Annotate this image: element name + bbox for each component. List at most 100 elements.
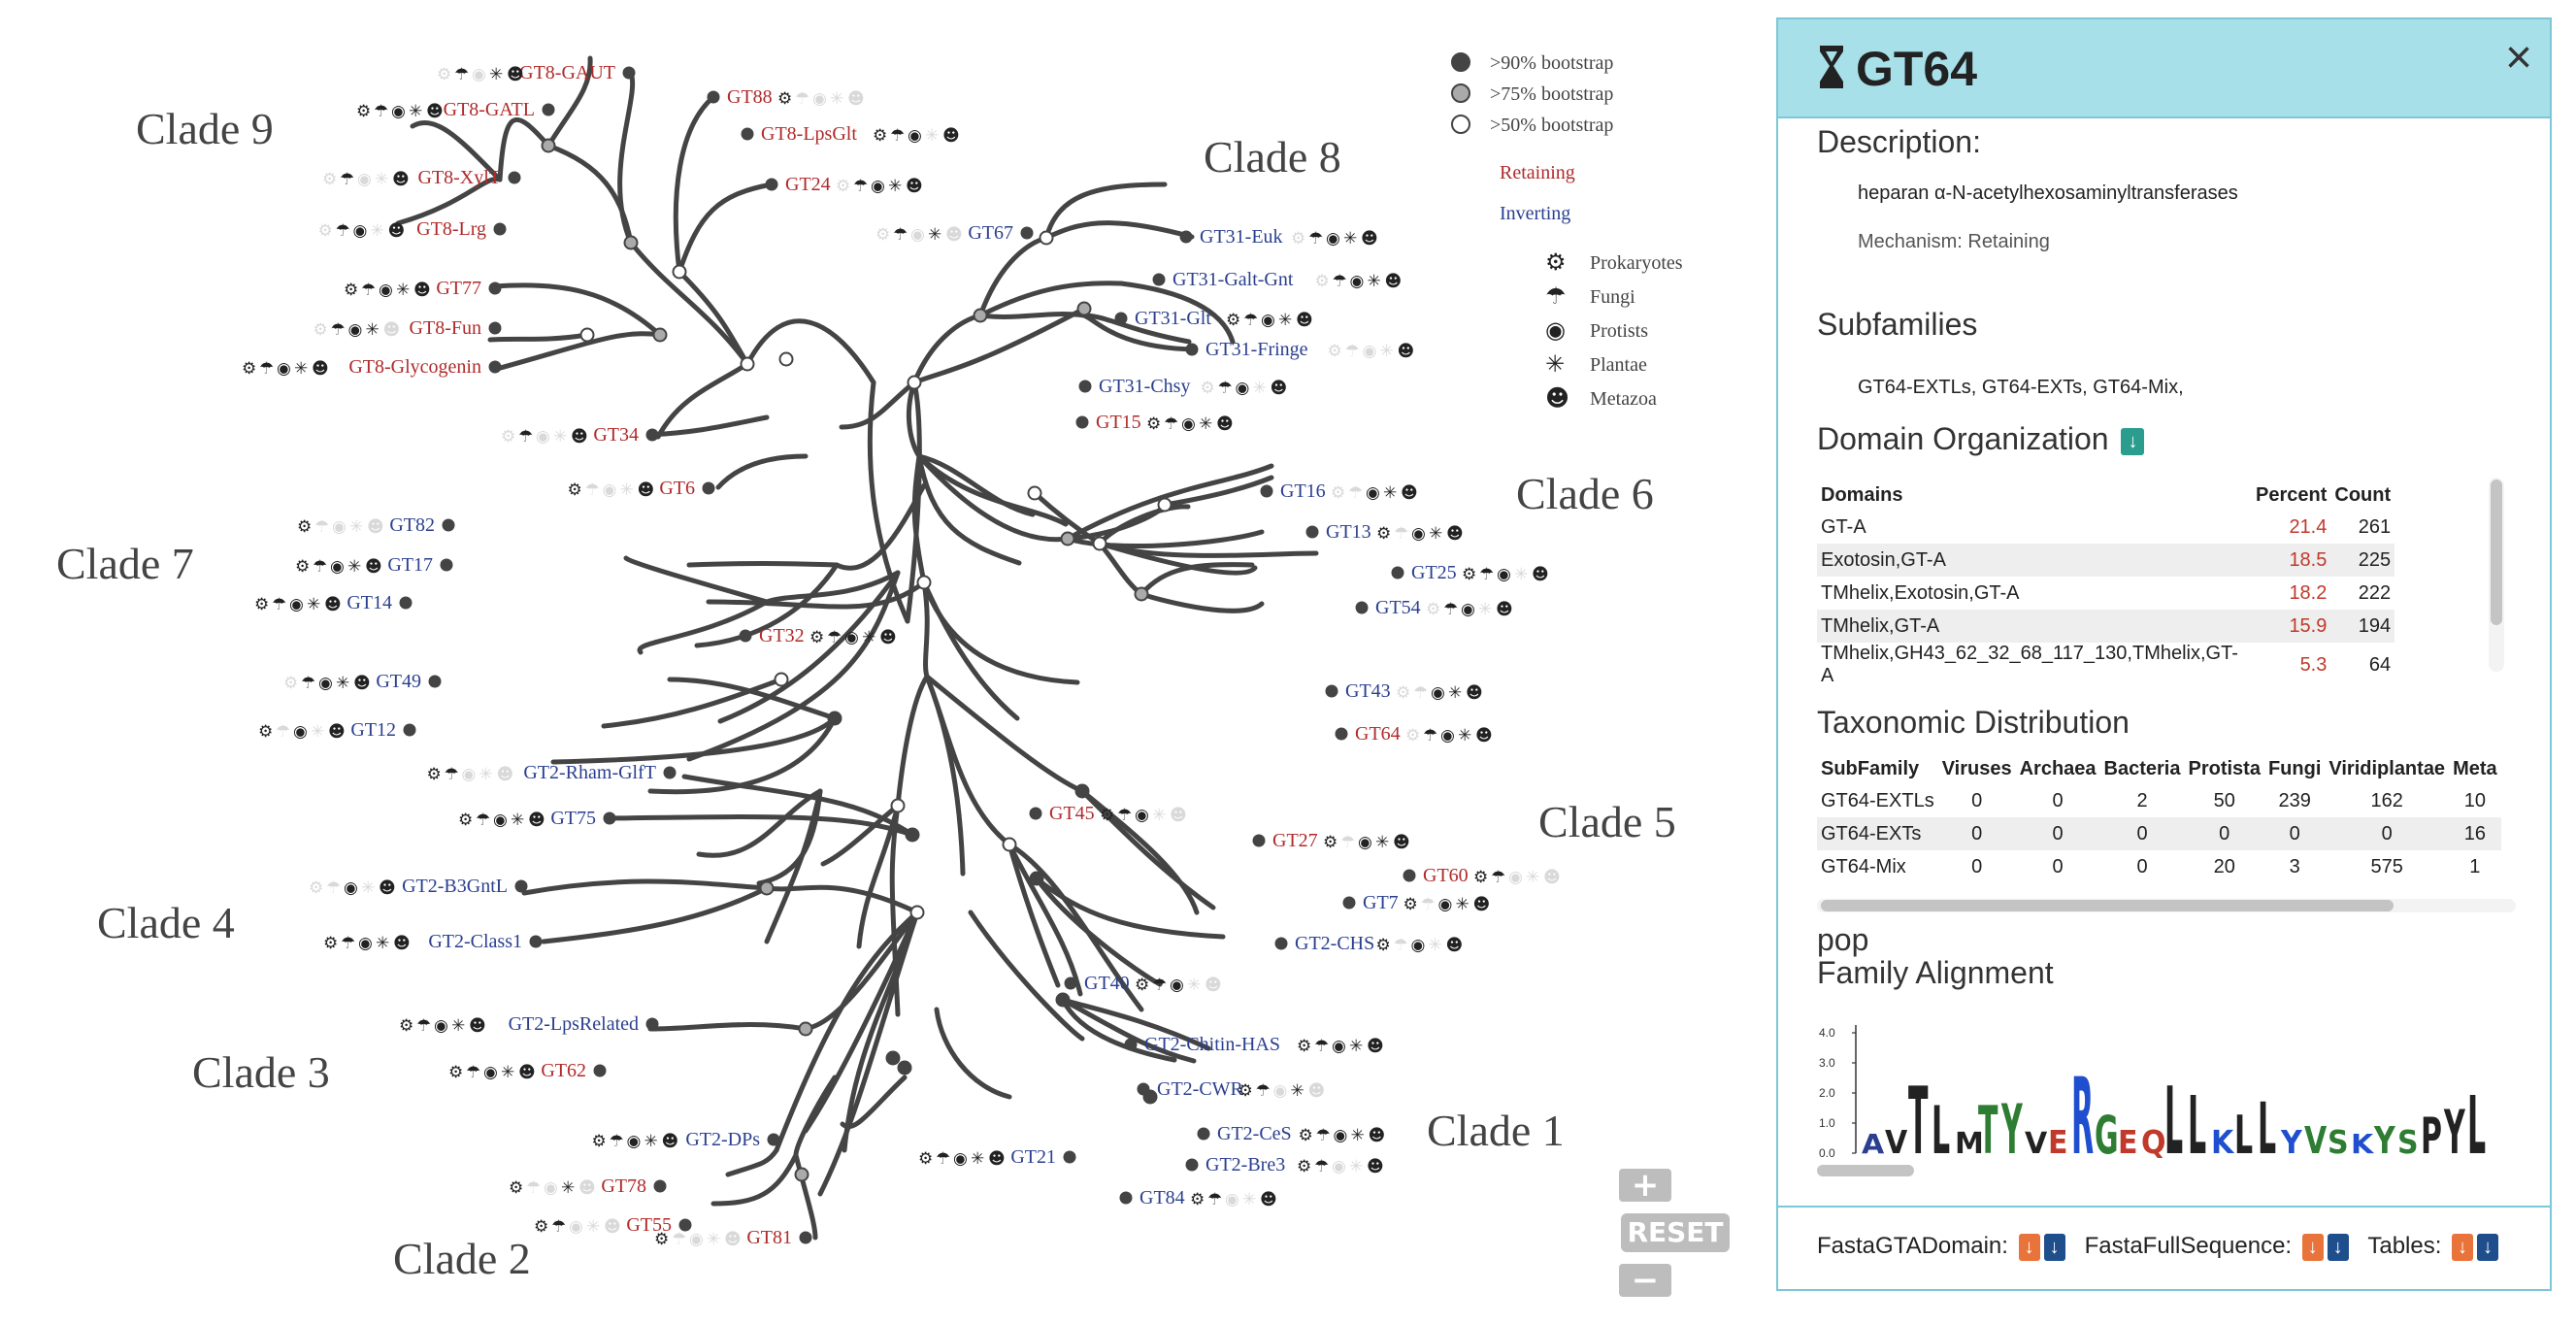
tree-leaf[interactable]: GT81 ⚙ ☂ ◉ ✳ ☻ [654,1227,812,1249]
leaf-node[interactable] [622,66,636,80]
close-icon[interactable]: × [2504,32,2532,83]
tree-leaf[interactable]: GT43 ⚙ ☂ ◉ ✳ ☻ [1325,680,1483,703]
leaf-node[interactable] [741,127,754,141]
tree-leaf[interactable]: GT64 ⚙ ☂ ◉ ✳ ☻ [1335,723,1493,745]
tree-leaf[interactable]: GT17 ⚙ ☂ ◉ ✳ ☻ [295,554,453,577]
tree-leaf[interactable]: GT2-CHS ⚙ ☂ ◉ ✳ ☻ [1274,933,1464,955]
leaf-label[interactable]: GT31-Chsy [1099,376,1190,397]
tree-leaf[interactable]: GT25 ⚙ ☂ ◉ ✳ ☻ [1391,562,1549,584]
leaf-label[interactable]: GT54 [1375,597,1421,618]
tree-leaf[interactable]: GT14 ⚙ ☂ ◉ ✳ ☻ [254,592,413,614]
leaf-node[interactable] [799,1231,812,1244]
leaf-label[interactable]: GT2-Chitin-HAS [1144,1034,1280,1055]
tree-leaf[interactable]: GT54 ⚙ ☂ ◉ ✳ ☻ [1355,597,1513,619]
download-icon[interactable]: ↓ [2452,1233,2474,1261]
tree-leaves[interactable]: GT8-GAUT⚙ ☂ ◉ ✳ ☻GT88 ⚙ ☂ ◉ ✳ ☻GT8-GATL⚙ ☂ ◉ ✳ ☻GT8-L… [242,62,1561,1249]
taxonomic-scrollbar[interactable] [1817,899,2516,912]
leaf-label[interactable]: GT2-Rham-GlfT [523,762,656,783]
tree-leaf[interactable]: GT21 ⚙ ☂ ◉ ✳ ☻ [918,1146,1076,1169]
download-icon[interactable]: ↓ [2121,427,2145,455]
tree-leaf[interactable]: GT88 ⚙ ☂ ◉ ✳ ☻ [707,86,865,109]
leaf-node[interactable] [663,766,677,779]
leaf-label[interactable]: GT14 [347,592,392,613]
leaf-label[interactable]: GT2-CeS [1217,1123,1292,1144]
leaf-label[interactable]: GT40 [1084,973,1130,994]
leaf-node[interactable] [1325,684,1338,698]
leaf-node[interactable] [593,1064,607,1077]
download-icon[interactable]: ↓ [2301,1233,2324,1261]
leaf-node[interactable] [1119,1191,1133,1205]
download-icon[interactable]: ↓ [2018,1233,2040,1261]
leaf-label[interactable]: GT15 [1096,412,1141,433]
tree-leaf[interactable]: GT67 ⚙ ☂ ◉ ✳ ☻ [875,222,1034,245]
leaf-node[interactable] [542,103,555,116]
leaf-node[interactable] [1137,1082,1150,1096]
leaf-label[interactable]: GT8-Fun [410,317,481,339]
leaf-node[interactable] [488,321,502,335]
tree-leaf[interactable]: GT49 ⚙ ☂ ◉ ✳ ☻ [283,671,442,693]
leaf-node[interactable] [488,360,502,374]
leaf-node[interactable] [1403,869,1416,882]
leaf-label[interactable]: GT13 [1326,521,1371,543]
leaf-node[interactable] [1185,343,1199,356]
download-icon[interactable]: ↓ [2043,1233,2065,1261]
tree-leaf[interactable]: GT8-LpsGlt ⚙ ☂ ◉ ✳ ☻ [741,123,960,146]
leaf-label[interactable]: GT27 [1272,830,1318,851]
leaf-label[interactable]: GT88 [727,86,773,108]
zoom-in-button[interactable]: + [1619,1169,1671,1202]
leaf-node[interactable] [488,281,502,295]
tree-leaf[interactable]: GT55 ⚙ ☂ ◉ ✳ ☻ [534,1214,692,1237]
download-icon[interactable]: ↓ [2477,1233,2499,1261]
tree-leaf[interactable]: GT2-DPs ⚙ ☂ ◉ ✳ ☻ [592,1129,780,1151]
tree-leaf[interactable]: GT78 ⚙ ☂ ◉ ✳ ☻ [509,1175,667,1198]
reset-button[interactable]: RESET [1621,1213,1730,1252]
leaf-node[interactable] [653,1179,667,1193]
leaf-node[interactable] [767,1133,780,1146]
leaf-node[interactable] [1274,937,1288,950]
tree-leaf[interactable]: GT2-Rham-GlfT ⚙ ☂ ◉ ✳ ☻ [427,762,677,784]
leaf-node[interactable] [1075,415,1089,429]
leaf-label[interactable]: GT8-Glycogenin [348,356,481,378]
tree-leaf[interactable]: GT40 ⚙ ☂ ◉ ✳ ☻ [1064,973,1222,995]
tree-leaf[interactable]: GT31-Glt ⚙ ☂ ◉ ✳ ☻ [1114,308,1313,330]
leaf-label[interactable]: GT21 [1010,1146,1056,1168]
leaf-node[interactable] [399,596,413,610]
tree-leaf[interactable]: GT7 ⚙ ☂ ◉ ✳ ☻ [1342,892,1491,914]
leaf-node[interactable] [1305,525,1319,539]
leaf-label[interactable]: GT60 [1423,865,1469,886]
tree-leaf[interactable]: GT82 ⚙ ☂ ◉ ✳ ☻ [297,514,455,537]
leaf-node[interactable] [1391,566,1404,579]
tree-leaf[interactable]: GT31-Fringe ⚙ ☂ ◉ ✳ ☻ [1185,339,1415,361]
tree-leaf[interactable]: GT8-Lrg ⚙ ☂ ◉ ✳ ☻ [318,218,507,241]
tree-leaf[interactable]: GT2-LpsRelated ⚙ ☂ ◉ ✳ ☻ [399,1013,659,1036]
leaf-node[interactable] [1078,380,1092,393]
leaf-label[interactable]: GT2-DPs [685,1129,760,1150]
tree-leaf[interactable]: GT77 ⚙ ☂ ◉ ✳ ☻ [344,278,502,300]
leaf-label[interactable]: GT7 [1363,892,1399,913]
leaf-label[interactable]: GT2-LpsRelated [509,1013,639,1035]
leaf-label[interactable]: GT81 [746,1227,792,1248]
leaf-node[interactable] [1114,312,1128,325]
leaf-label[interactable]: GT2-Class1 [428,931,522,952]
leaf-node[interactable] [1020,226,1034,240]
tree-leaf[interactable]: GT8-Fun ⚙ ☂ ◉ ✳ ☻ [314,317,502,340]
leaf-node[interactable] [1152,273,1166,286]
leaf-label[interactable]: GT8-XylT [417,167,501,188]
download-icon[interactable]: ↓ [2327,1233,2349,1261]
leaf-node[interactable] [493,222,507,236]
domain-scrollbar[interactable] [2489,478,2504,672]
leaf-label[interactable]: GT8-GATL [444,99,535,120]
leaf-node[interactable] [1063,1150,1076,1164]
leaf-node[interactable] [403,723,416,737]
tree-leaf[interactable]: GT84 ⚙ ☂ ◉ ✳ ☻ [1119,1187,1277,1209]
tree-leaf[interactable]: GT6 ⚙ ☂ ◉ ✳ ☻ [568,478,715,500]
tree-leaf[interactable]: GT34 ⚙ ☂ ◉ ✳ ☻ [501,424,659,447]
leaf-node[interactable] [1029,807,1042,820]
leaf-node[interactable] [1185,1158,1199,1172]
leaf-label[interactable]: GT45 [1049,803,1095,824]
leaf-label[interactable]: GT67 [968,222,1013,244]
leaf-node[interactable] [1342,896,1356,910]
leaf-node[interactable] [529,935,543,948]
tree-leaf[interactable]: GT75 ⚙ ☂ ◉ ✳ ☻ [458,808,616,830]
leaf-label[interactable]: GT82 [389,514,435,536]
